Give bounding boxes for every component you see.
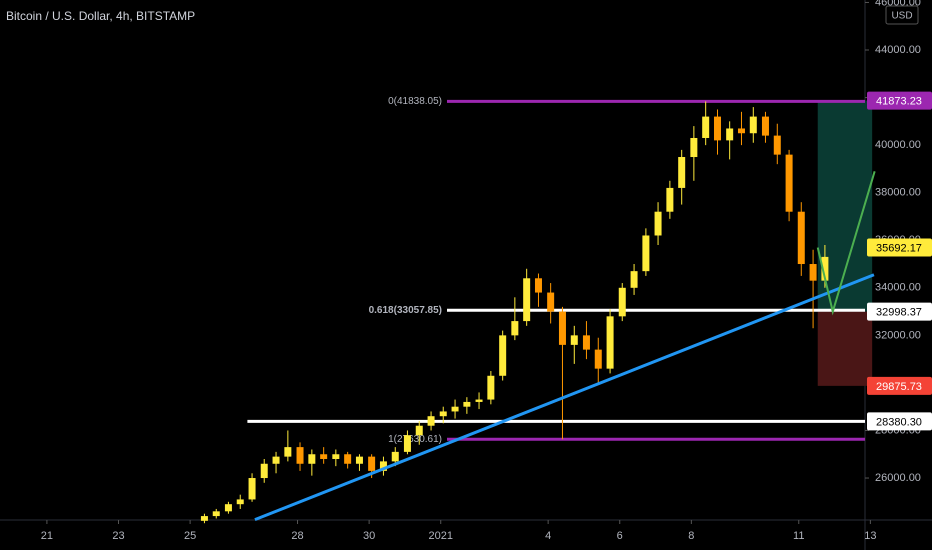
candle-body (821, 256, 829, 281)
y-tick-label: 26000.00 (875, 472, 921, 484)
candle-body (499, 335, 507, 376)
price-tag-label: 32998.37 (876, 307, 922, 319)
candle-body (523, 278, 531, 322)
candle-body (272, 456, 280, 464)
candle-body (690, 137, 698, 158)
candle-body (415, 425, 423, 436)
candle-body (200, 516, 208, 521)
projection-line (816, 170, 876, 316)
candle-body (558, 311, 566, 345)
candle-body (475, 399, 483, 402)
y-tick-label: 32000.00 (875, 329, 921, 341)
candle-body (439, 411, 447, 417)
price-tag (867, 376, 932, 395)
candle-body (761, 116, 769, 136)
candle-body (332, 454, 340, 460)
price-tag (867, 412, 932, 431)
candle-body (284, 447, 292, 457)
candle-body (726, 128, 734, 141)
x-tick-label: 23 (112, 530, 124, 542)
candle-body (427, 416, 435, 426)
candle-body (570, 335, 578, 345)
candle-body (451, 406, 459, 412)
candle-body (737, 128, 745, 134)
x-tick-label: 28 (291, 530, 303, 542)
currency-box (885, 5, 919, 25)
candle-body (368, 456, 376, 471)
x-tick-label: 4 (545, 530, 551, 542)
candle-body (344, 454, 352, 464)
price-tag-label: 35692.17 (876, 242, 922, 254)
candle-body (224, 504, 232, 512)
candle-body (296, 447, 304, 464)
candle-body (547, 292, 555, 312)
price-tag-label: 41873.23 (876, 95, 922, 107)
candle-body (749, 116, 757, 134)
candle-body (511, 321, 519, 336)
trend-line (254, 273, 875, 522)
candle-body (678, 157, 686, 188)
candle-body (773, 135, 781, 155)
x-tick-label: 2021 (428, 530, 452, 542)
x-tick-label: 11 (793, 530, 804, 542)
x-tick-label: 6 (617, 530, 623, 542)
candle-body (702, 116, 710, 138)
x-tick-label: 25 (184, 530, 196, 542)
candle-body (403, 435, 411, 452)
candle-body (785, 154, 793, 212)
x-tick-label: 30 (363, 530, 375, 542)
y-tick-label: 44000.00 (875, 44, 921, 56)
x-tick-label: 21 (41, 530, 53, 542)
candle-body (487, 375, 495, 400)
candle-body (594, 349, 602, 369)
loss-zone (817, 311, 873, 386)
candle-body (391, 451, 399, 462)
candle-body (713, 116, 721, 141)
price-tag-label: 28380.30 (876, 416, 922, 428)
candle-body (618, 287, 626, 317)
candle-body (236, 499, 244, 505)
candle-body (248, 478, 256, 500)
price-tag (867, 91, 932, 110)
candle-body (606, 316, 614, 369)
y-tick-label: 38000.00 (875, 187, 921, 199)
y-tick-label: 46000.00 (875, 0, 921, 8)
x-tick-label: 8 (688, 530, 694, 542)
candle-body (260, 463, 268, 479)
candle-body (797, 211, 805, 265)
candle-body (212, 511, 220, 517)
candle-body (355, 456, 363, 464)
fib-label: 0(41838.05) (388, 96, 442, 107)
price-tag (867, 238, 932, 257)
candle-body (630, 271, 638, 288)
price-tag-label: 29875.73 (876, 381, 922, 393)
candle-body (582, 335, 590, 350)
x-tick-label: 13 (864, 530, 876, 542)
candle-body (463, 401, 471, 407)
candle-body (320, 454, 328, 460)
y-tick-label: 40000.00 (875, 139, 921, 151)
chart-title: Bitcoin / U.S. Dollar, 4h, BITSTAMP (6, 9, 195, 23)
candle-body (379, 461, 387, 471)
y-tick-label: 34000.00 (875, 282, 921, 294)
price-tag (867, 302, 932, 321)
candle-body (654, 211, 662, 236)
candle-body (642, 235, 650, 272)
candle-body (534, 278, 542, 293)
fib-label: 0.618(33057.85) (369, 305, 442, 316)
candle-body (809, 264, 817, 281)
fib-label: 1(27630.61) (388, 434, 442, 445)
currency: USD (891, 11, 912, 22)
candle-body (308, 454, 316, 464)
candle-body (666, 187, 674, 212)
